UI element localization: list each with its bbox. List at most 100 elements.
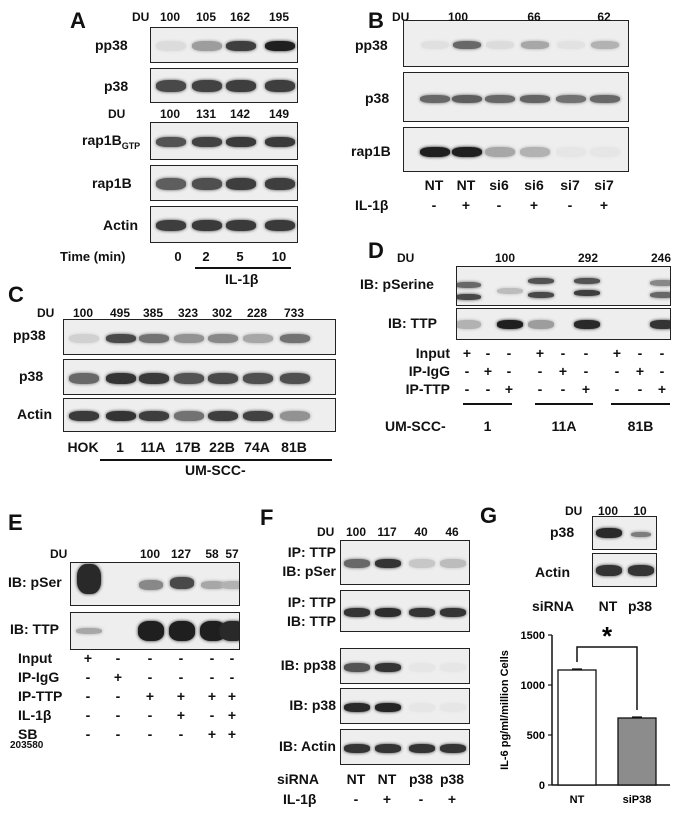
blot-band bbox=[280, 333, 310, 343]
panel-d-group-name: 81B bbox=[627, 418, 654, 434]
panel-d-condition-label: IP-IgG bbox=[408, 363, 450, 379]
blot-band bbox=[590, 95, 620, 103]
blot-band bbox=[375, 559, 401, 568]
blot-band bbox=[156, 41, 186, 51]
blot-band bbox=[243, 372, 273, 384]
panel-d-sign: - bbox=[637, 381, 643, 397]
blot-band bbox=[409, 559, 435, 568]
panel-e-du-value: 57 bbox=[225, 547, 239, 561]
panel-d-sign: - bbox=[637, 345, 643, 361]
blot-band bbox=[138, 621, 164, 641]
blot-band bbox=[528, 292, 554, 298]
panel-e-blot-ttp bbox=[70, 612, 240, 650]
blot-band bbox=[106, 333, 136, 343]
x-tick-label: siP38 bbox=[623, 794, 652, 806]
panel-e-sign: - bbox=[115, 726, 121, 742]
blot-band bbox=[265, 137, 295, 147]
panel-b-lane-label: si7 bbox=[594, 177, 614, 193]
panel-e-sign: - bbox=[229, 669, 235, 685]
blot-band bbox=[69, 372, 99, 384]
blot-band bbox=[243, 411, 273, 421]
panel-c-du-value: 228 bbox=[246, 306, 268, 320]
panel-d-sign: - bbox=[537, 363, 543, 379]
blot-band bbox=[631, 531, 651, 537]
panel-d-row-ttp: IB: TTP bbox=[388, 315, 437, 331]
blot-band bbox=[174, 411, 204, 421]
panel-b-blot-rap1b bbox=[403, 127, 629, 172]
blot-band bbox=[556, 147, 586, 157]
panel-b-il-sign: - bbox=[567, 197, 573, 213]
panel-a-blot-p38 bbox=[150, 68, 298, 103]
panel-f-du-value: 46 bbox=[445, 525, 459, 539]
panel-a-row-rap1b-gtp: rap1BGTP bbox=[82, 132, 141, 151]
panel-b-lane-label: si6 bbox=[524, 177, 544, 193]
panel-a-blot-actin bbox=[150, 206, 298, 243]
panel-f-blot bbox=[340, 688, 470, 724]
y-tick-label: 500 bbox=[527, 730, 545, 742]
blot-band bbox=[156, 137, 186, 147]
panel-e-blot-pser bbox=[70, 562, 240, 606]
panel-d-group-underline bbox=[535, 403, 593, 405]
y-tick-label: 0 bbox=[539, 780, 545, 792]
panel-g-blot-actin bbox=[592, 553, 657, 587]
blot-band bbox=[208, 411, 238, 421]
panel-d-du-value: 246 bbox=[650, 251, 672, 265]
panel-c-underline bbox=[100, 459, 332, 461]
panel-d-sign: - bbox=[659, 345, 665, 361]
panel-f-blot bbox=[340, 648, 470, 684]
panel-e-condition-label: Input bbox=[18, 650, 53, 666]
blot-band bbox=[375, 662, 401, 672]
panel-d-sign: + bbox=[462, 345, 472, 361]
y-tick-label: 1000 bbox=[521, 680, 545, 692]
blot-band bbox=[650, 319, 670, 329]
blot-band bbox=[557, 41, 585, 49]
panel-c-row-p38: p38 bbox=[19, 368, 44, 384]
panel-b-row-rap1b: rap1B bbox=[351, 143, 391, 159]
blot-band bbox=[192, 219, 222, 231]
panel-b-lane-label: NT bbox=[424, 177, 444, 193]
blot-band bbox=[192, 41, 222, 51]
panel-d-row-pserine: IB: pSerine bbox=[360, 276, 434, 292]
panel-f-row-label: IB: p38 bbox=[289, 697, 336, 713]
panel-e-sign: - bbox=[147, 726, 153, 742]
panel-e-sign: - bbox=[147, 650, 153, 666]
blot-band bbox=[201, 581, 225, 589]
x-tick-label: NT bbox=[570, 794, 585, 806]
blot-band bbox=[440, 559, 466, 568]
panel-f-du-label: DU bbox=[317, 525, 335, 539]
panel-g-du-value: 10 bbox=[633, 504, 647, 518]
blot-band bbox=[139, 372, 169, 384]
blot-band bbox=[457, 319, 481, 329]
panel-d-sign: + bbox=[504, 381, 514, 397]
panel-f-il-sign: - bbox=[353, 791, 359, 807]
panel-d-sign: + bbox=[581, 381, 591, 397]
bar-sip38 bbox=[617, 717, 657, 786]
blot-band bbox=[409, 743, 435, 753]
panel-d-sign: - bbox=[506, 363, 512, 379]
panel-b-lane-label: si7 bbox=[560, 177, 580, 193]
panel-a-blot-rap1b-gtp bbox=[150, 122, 298, 160]
panel-f-blot bbox=[340, 590, 470, 632]
panel-f-row-label: IB: TTP bbox=[287, 613, 336, 629]
blot-band bbox=[344, 607, 370, 617]
blot-band bbox=[200, 621, 226, 641]
panel-c-du-value: 385 bbox=[142, 306, 164, 320]
panel-d-group-name: 1 bbox=[483, 418, 492, 434]
panel-e-sign: + bbox=[176, 707, 186, 723]
panel-c-lane-label: HOK bbox=[67, 439, 99, 455]
blot-band bbox=[375, 743, 401, 753]
panel-a-du-top-value: 105 bbox=[195, 10, 217, 24]
panel-f-du-value: 117 bbox=[377, 525, 397, 539]
blot-band bbox=[574, 290, 600, 296]
panel-d-sign: - bbox=[583, 345, 589, 361]
panel-d-sign: + bbox=[535, 345, 545, 361]
panel-e-sign: - bbox=[209, 669, 215, 685]
blot-band bbox=[226, 219, 256, 231]
panel-b-du-value: 62 bbox=[597, 10, 611, 24]
panel-f-lane-label: p38 bbox=[408, 771, 434, 787]
blot-band bbox=[528, 319, 554, 329]
blot-band bbox=[139, 411, 169, 421]
blot-band bbox=[440, 743, 466, 753]
y-tick-label: 1500 bbox=[521, 630, 545, 642]
panel-g-lane-label: p38 bbox=[627, 598, 653, 614]
